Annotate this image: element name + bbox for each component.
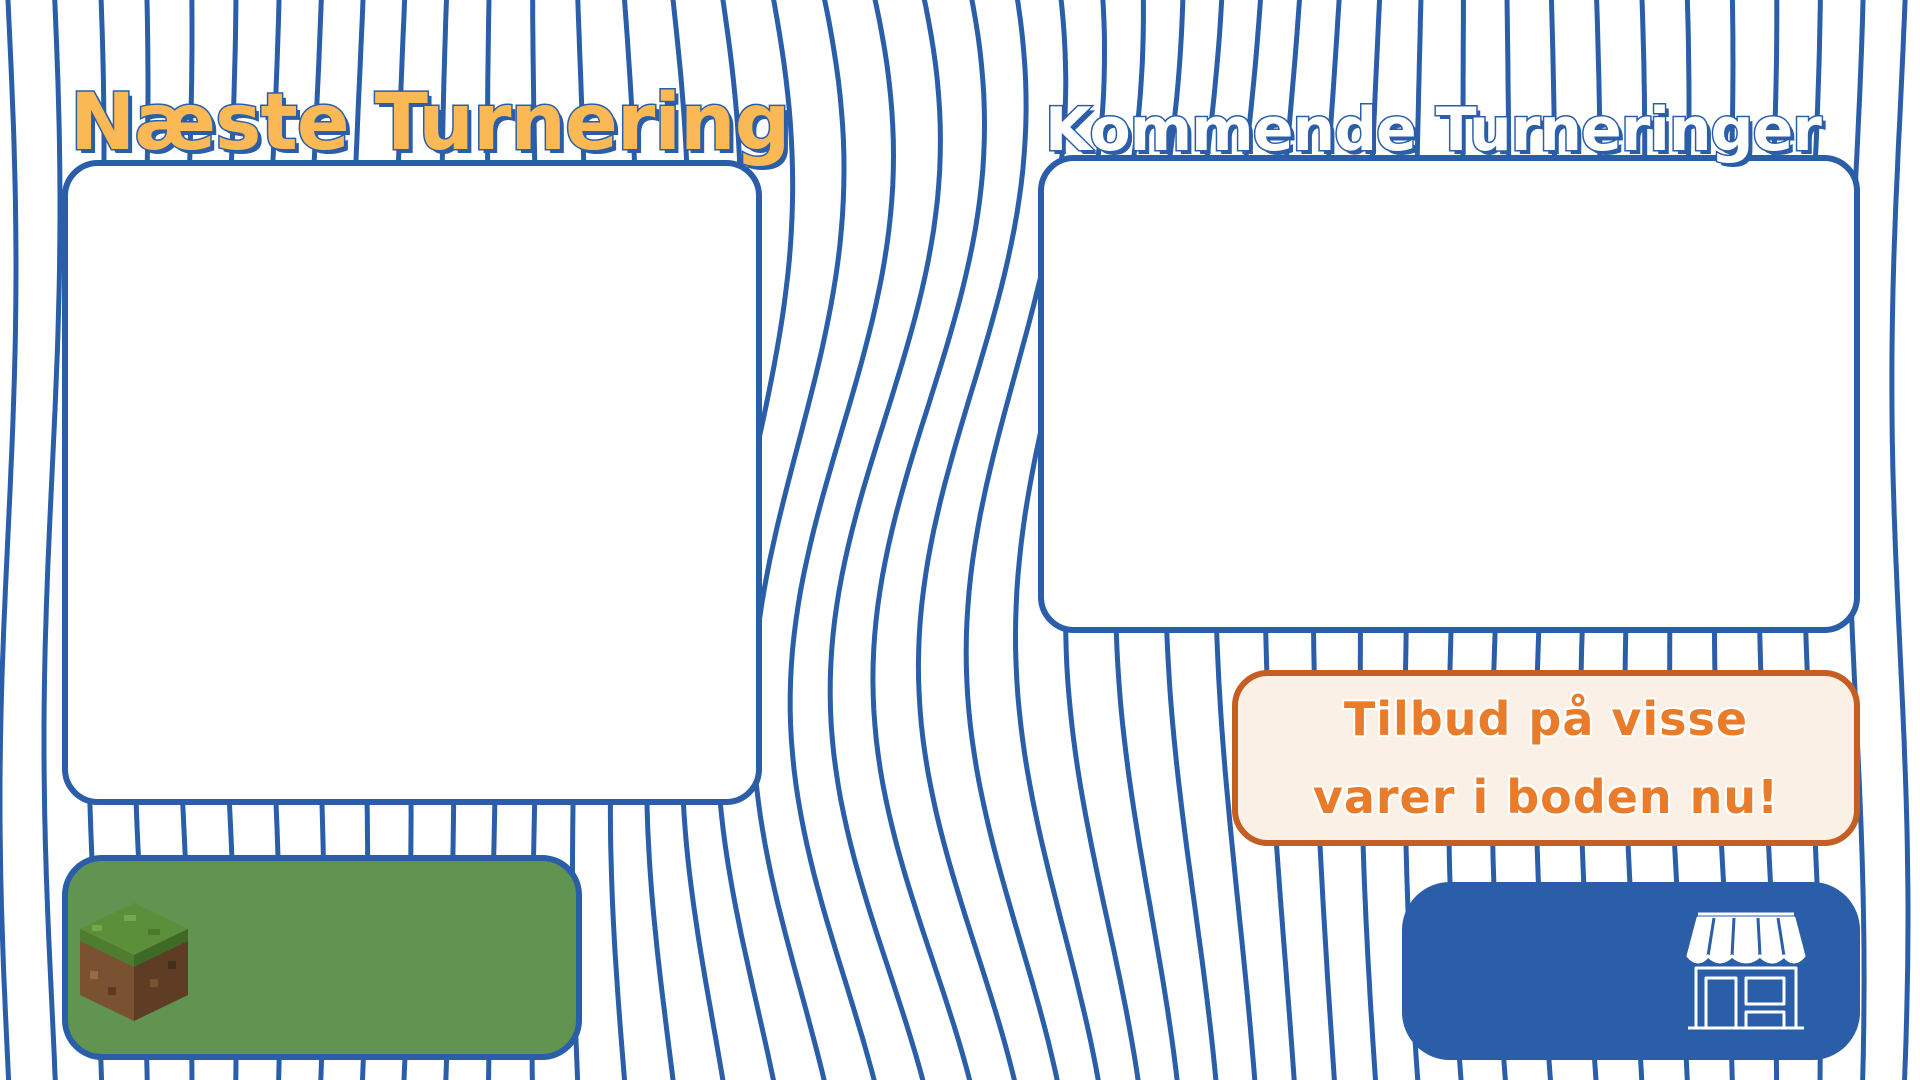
offer-banner: Tilbud på visse varer i boden nu! xyxy=(1232,670,1860,846)
wavy-line xyxy=(870,0,988,1080)
upcoming-tournaments-title: Kommende Turneringer xyxy=(1044,94,1824,167)
grass-block-icon xyxy=(80,903,188,1021)
wavy-line xyxy=(41,0,63,1080)
wavy-line xyxy=(750,0,847,1080)
upcoming-tournaments-panel xyxy=(1038,155,1860,633)
next-tournament-panel xyxy=(62,160,762,805)
offer-line-2: varer i boden nu! xyxy=(1312,769,1780,825)
game-box xyxy=(62,855,582,1060)
wavy-line xyxy=(1889,0,1911,1080)
next-tournament-title: Næste Turnering xyxy=(68,77,791,170)
offer-line-1: Tilbud på visse xyxy=(1343,691,1749,747)
wavy-line xyxy=(787,0,897,1080)
wavy-line xyxy=(915,0,1029,1080)
wavy-line xyxy=(0,0,19,1080)
shop-box xyxy=(1402,882,1860,1060)
wavy-line xyxy=(827,0,943,1080)
shop-icon xyxy=(1686,912,1806,1030)
